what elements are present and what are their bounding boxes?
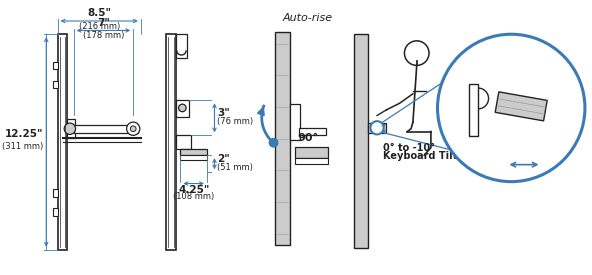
FancyBboxPatch shape [53, 189, 57, 197]
FancyBboxPatch shape [295, 158, 328, 164]
FancyBboxPatch shape [295, 147, 328, 158]
Text: (76 mm): (76 mm) [217, 117, 253, 126]
Circle shape [130, 126, 136, 131]
FancyBboxPatch shape [176, 135, 191, 149]
Text: 3": 3" [217, 108, 230, 118]
Text: (178 mm): (178 mm) [83, 31, 124, 40]
FancyBboxPatch shape [176, 100, 189, 117]
FancyBboxPatch shape [53, 208, 57, 216]
Text: 4.25": 4.25" [178, 185, 210, 196]
FancyBboxPatch shape [176, 34, 187, 58]
FancyBboxPatch shape [73, 125, 138, 133]
FancyBboxPatch shape [181, 148, 207, 155]
FancyBboxPatch shape [53, 81, 57, 88]
FancyBboxPatch shape [469, 84, 478, 136]
Text: Auto-rise: Auto-rise [282, 13, 333, 23]
FancyBboxPatch shape [355, 34, 368, 248]
Text: (311 mm): (311 mm) [2, 142, 43, 151]
Text: (216 mm): (216 mm) [79, 22, 120, 31]
Circle shape [64, 123, 76, 134]
FancyBboxPatch shape [290, 104, 300, 140]
Circle shape [269, 139, 278, 147]
FancyBboxPatch shape [181, 155, 207, 160]
Text: (108 mm): (108 mm) [173, 192, 214, 201]
FancyBboxPatch shape [275, 32, 290, 245]
Text: 7": 7" [97, 18, 110, 28]
Text: 0° to -10°: 0° to -10° [382, 143, 435, 153]
Circle shape [127, 122, 140, 135]
Text: 8.5": 8.5" [87, 8, 111, 18]
Text: 12.25": 12.25" [5, 130, 43, 139]
Text: Keyboard Tilt: Keyboard Tilt [382, 152, 457, 161]
FancyBboxPatch shape [57, 34, 67, 250]
Polygon shape [495, 92, 547, 121]
FancyBboxPatch shape [67, 119, 75, 138]
FancyBboxPatch shape [166, 34, 176, 250]
FancyBboxPatch shape [53, 62, 57, 69]
Text: 2": 2" [217, 154, 230, 164]
Text: 90°: 90° [298, 133, 318, 143]
Circle shape [404, 41, 429, 65]
Circle shape [371, 121, 384, 134]
FancyBboxPatch shape [368, 123, 387, 133]
Circle shape [437, 34, 585, 182]
FancyBboxPatch shape [298, 128, 326, 135]
Circle shape [179, 104, 186, 112]
Text: (51 mm): (51 mm) [217, 163, 253, 172]
